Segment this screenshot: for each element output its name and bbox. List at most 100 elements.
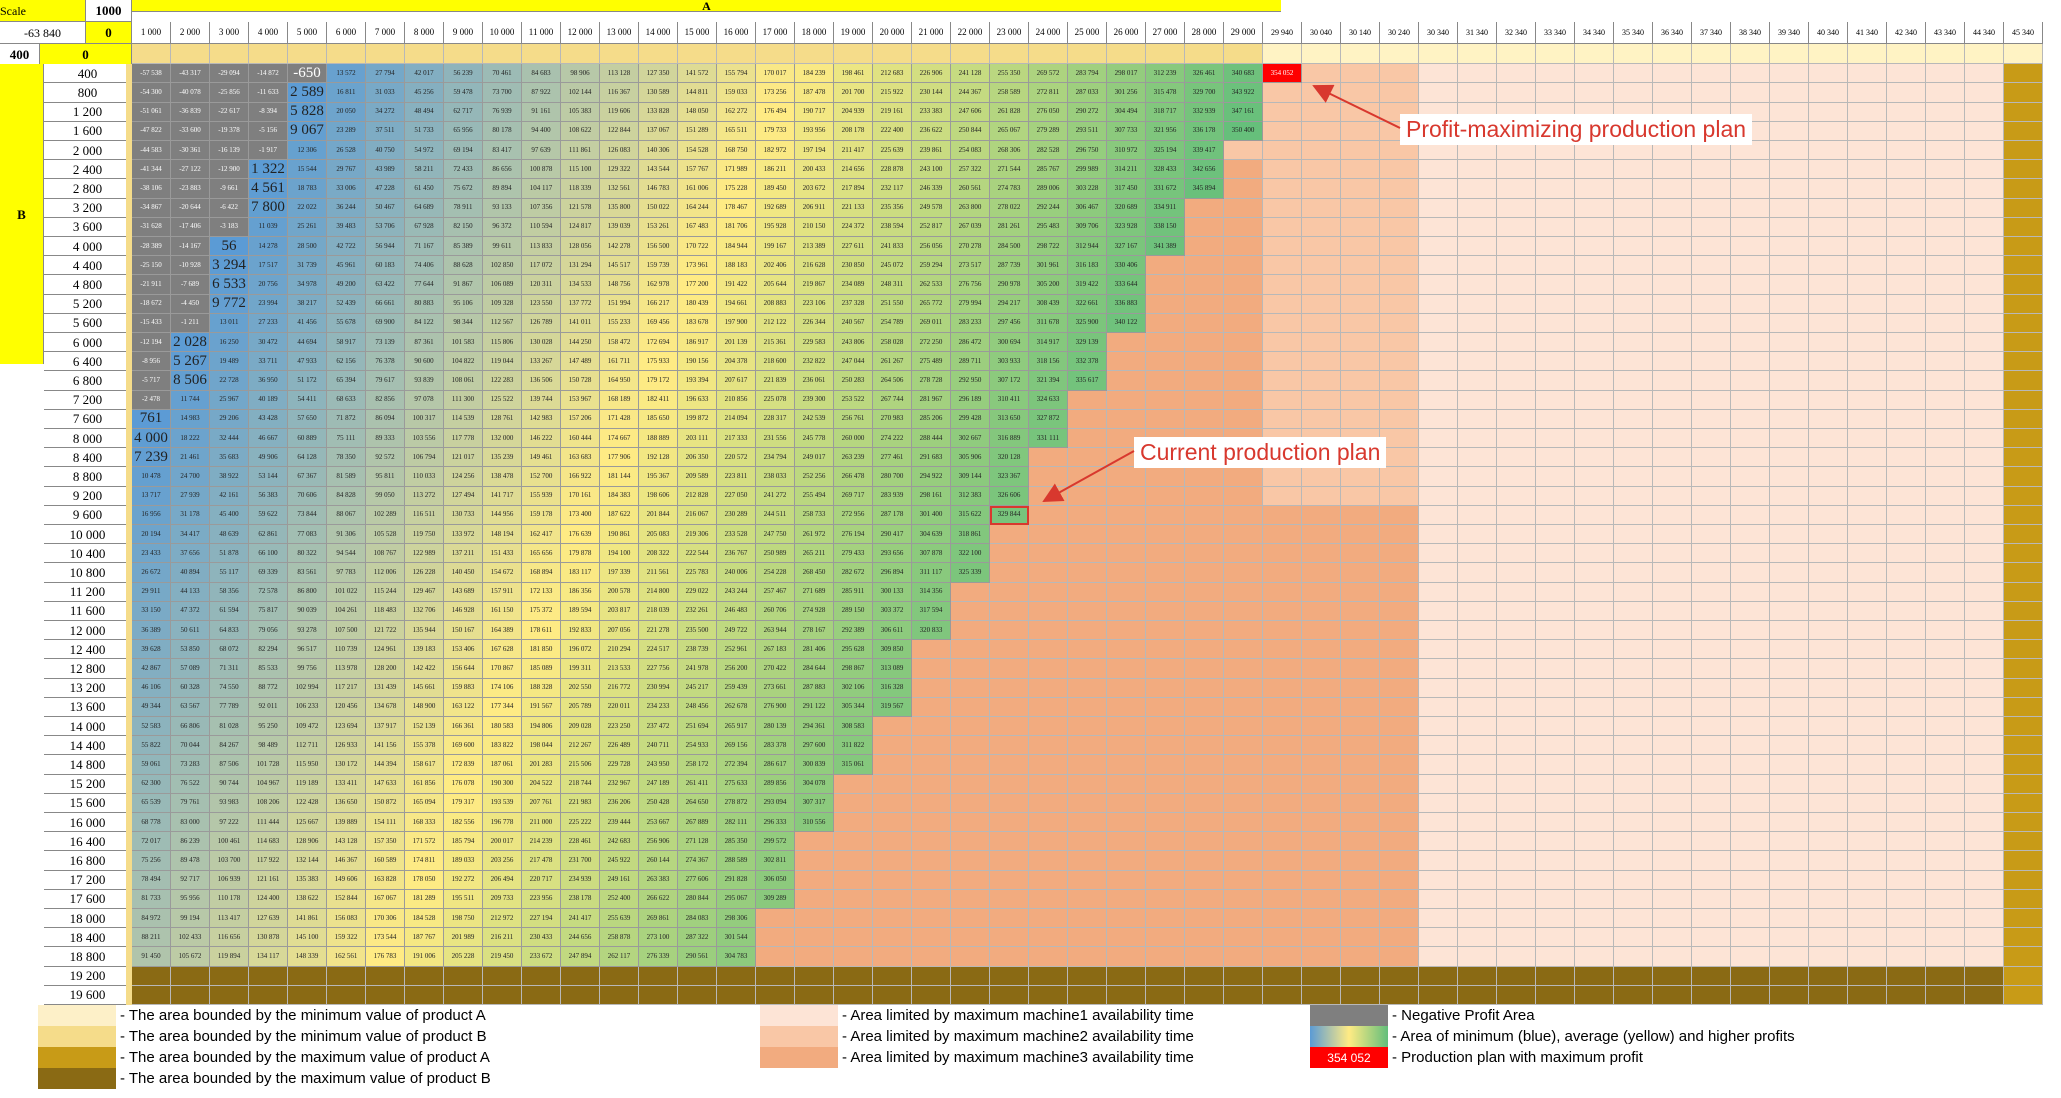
constrained-area-cell (1653, 793, 1692, 813)
profit-cell: 212 683 (873, 64, 912, 84)
constrained-area-cell (1575, 505, 1614, 525)
profit-cell: 162 417 (522, 525, 561, 545)
constrained-area-cell (1653, 486, 1692, 506)
constrained-area-cell (1926, 678, 1965, 698)
constrained-area-cell (1731, 313, 1770, 333)
profit-cell: 37 511 (366, 121, 405, 141)
constrained-area-cell (1614, 237, 1653, 257)
profit-cell: 252 256 (795, 467, 834, 487)
profit-cell: 93 133 (483, 198, 522, 218)
b-max-area-cell (1146, 985, 1185, 1005)
constrained-area-cell (1068, 601, 1107, 621)
profit-cell: 310 411 (990, 390, 1029, 410)
constrained-area-cell (912, 851, 951, 871)
profit-cell: -21 911 (132, 275, 171, 295)
constrained-area-cell (1419, 409, 1458, 429)
a-value-header: 28 000 (1185, 22, 1224, 44)
profit-cell: 5 828 (288, 102, 327, 122)
profit-cell: 229 022 (678, 582, 717, 602)
constrained-area-cell (1926, 275, 1965, 295)
constrained-area-cell (1731, 429, 1770, 449)
profit-cell: 30 472 (249, 333, 288, 353)
constrained-area-cell (1497, 697, 1536, 717)
profit-cell: 68 633 (327, 390, 366, 410)
b-max-area-cell (1068, 985, 1107, 1005)
legend-swatch (38, 1047, 116, 1068)
a-min-strip (990, 44, 1029, 64)
profit-cell: 40 894 (171, 563, 210, 583)
profit-cell: 290 561 (678, 947, 717, 967)
constrained-area-cell (1341, 64, 1380, 84)
profit-cell: 254 933 (678, 736, 717, 756)
b-max-area-cell (444, 985, 483, 1005)
constrained-area-cell (1965, 429, 2004, 449)
profit-cell: 225 078 (756, 390, 795, 410)
constrained-area-cell (1146, 947, 1185, 967)
constrained-area-cell (912, 909, 951, 929)
profit-cell: 194 661 (717, 294, 756, 314)
profit-cell: 196 778 (483, 813, 522, 833)
profit-cell: 178 467 (717, 198, 756, 218)
constrained-area-cell (1575, 832, 1614, 852)
profit-cell: 166 361 (444, 717, 483, 737)
constrained-area-cell (951, 755, 990, 775)
constrained-area-cell (1536, 928, 1575, 948)
constrained-area-cell (1926, 121, 1965, 141)
constrained-area-cell (1263, 294, 1302, 314)
profit-cell: 145 661 (405, 678, 444, 698)
profit-cell: 223 811 (717, 467, 756, 487)
profit-cell: 33 711 (249, 352, 288, 372)
constrained-area-cell (1185, 333, 1224, 353)
legend-text: - The area bounded by the minimum value … (120, 1028, 487, 1045)
constrained-area-cell (1419, 237, 1458, 257)
profit-cell: 42 722 (327, 237, 366, 257)
legend-item: - Area limited by maximum machine2 avail… (760, 1026, 1194, 1047)
constrained-area-cell (1692, 333, 1731, 353)
profit-cell: 23 289 (327, 121, 366, 141)
constrained-area-cell (1497, 409, 1536, 429)
constrained-area-cell (1809, 237, 1848, 257)
profit-cell: 130 733 (444, 505, 483, 525)
profit-cell: 272 394 (717, 755, 756, 775)
profit-cell: 308 583 (834, 717, 873, 737)
profit-cell: 68 778 (132, 813, 171, 833)
profit-cell: 54 972 (405, 141, 444, 161)
profit-cell: 182 972 (756, 141, 795, 161)
profit-cell: 29 911 (132, 582, 171, 602)
profit-cell: 102 994 (288, 678, 327, 698)
profit-cell: 198 044 (522, 736, 561, 756)
constrained-area-cell (1107, 390, 1146, 410)
constrained-area-cell (1341, 889, 1380, 909)
profit-cell: 159 033 (717, 83, 756, 103)
profit-cell: 126 789 (522, 313, 561, 333)
profit-cell: 271 128 (678, 832, 717, 852)
profit-cell: 221 278 (639, 621, 678, 641)
constrained-area-cell (951, 889, 990, 909)
profit-cell: 156 500 (639, 237, 678, 257)
min-profit-value: -63 840 (0, 22, 86, 44)
b-max-area-cell (1575, 966, 1614, 986)
a-value-header: 27 000 (1146, 22, 1185, 44)
constrained-area-cell (1848, 909, 1887, 929)
constrained-area-cell (990, 582, 1029, 602)
constrained-area-cell (1770, 179, 1809, 199)
profit-cell: 126 083 (600, 141, 639, 161)
constrained-area-cell (1653, 544, 1692, 564)
profit-cell: 306 611 (873, 621, 912, 641)
constrained-area-cell (1185, 198, 1224, 218)
constrained-area-cell (1224, 237, 1263, 257)
profit-cell: 264 506 (873, 371, 912, 391)
profit-cell: 110 178 (210, 889, 249, 909)
constrained-area-cell (873, 928, 912, 948)
constrained-area-cell (1341, 755, 1380, 775)
constrained-area-cell (1419, 736, 1458, 756)
constrained-area-cell (1731, 870, 1770, 890)
profit-cell: 72 433 (444, 160, 483, 180)
constrained-area-cell (1029, 582, 1068, 602)
constrained-area-cell (1926, 448, 1965, 468)
constrained-area-cell (951, 928, 990, 948)
constrained-area-cell (1536, 64, 1575, 84)
profit-cell: 131 439 (366, 678, 405, 698)
a-min-strip (1575, 44, 1614, 64)
constrained-area-cell (1692, 313, 1731, 333)
